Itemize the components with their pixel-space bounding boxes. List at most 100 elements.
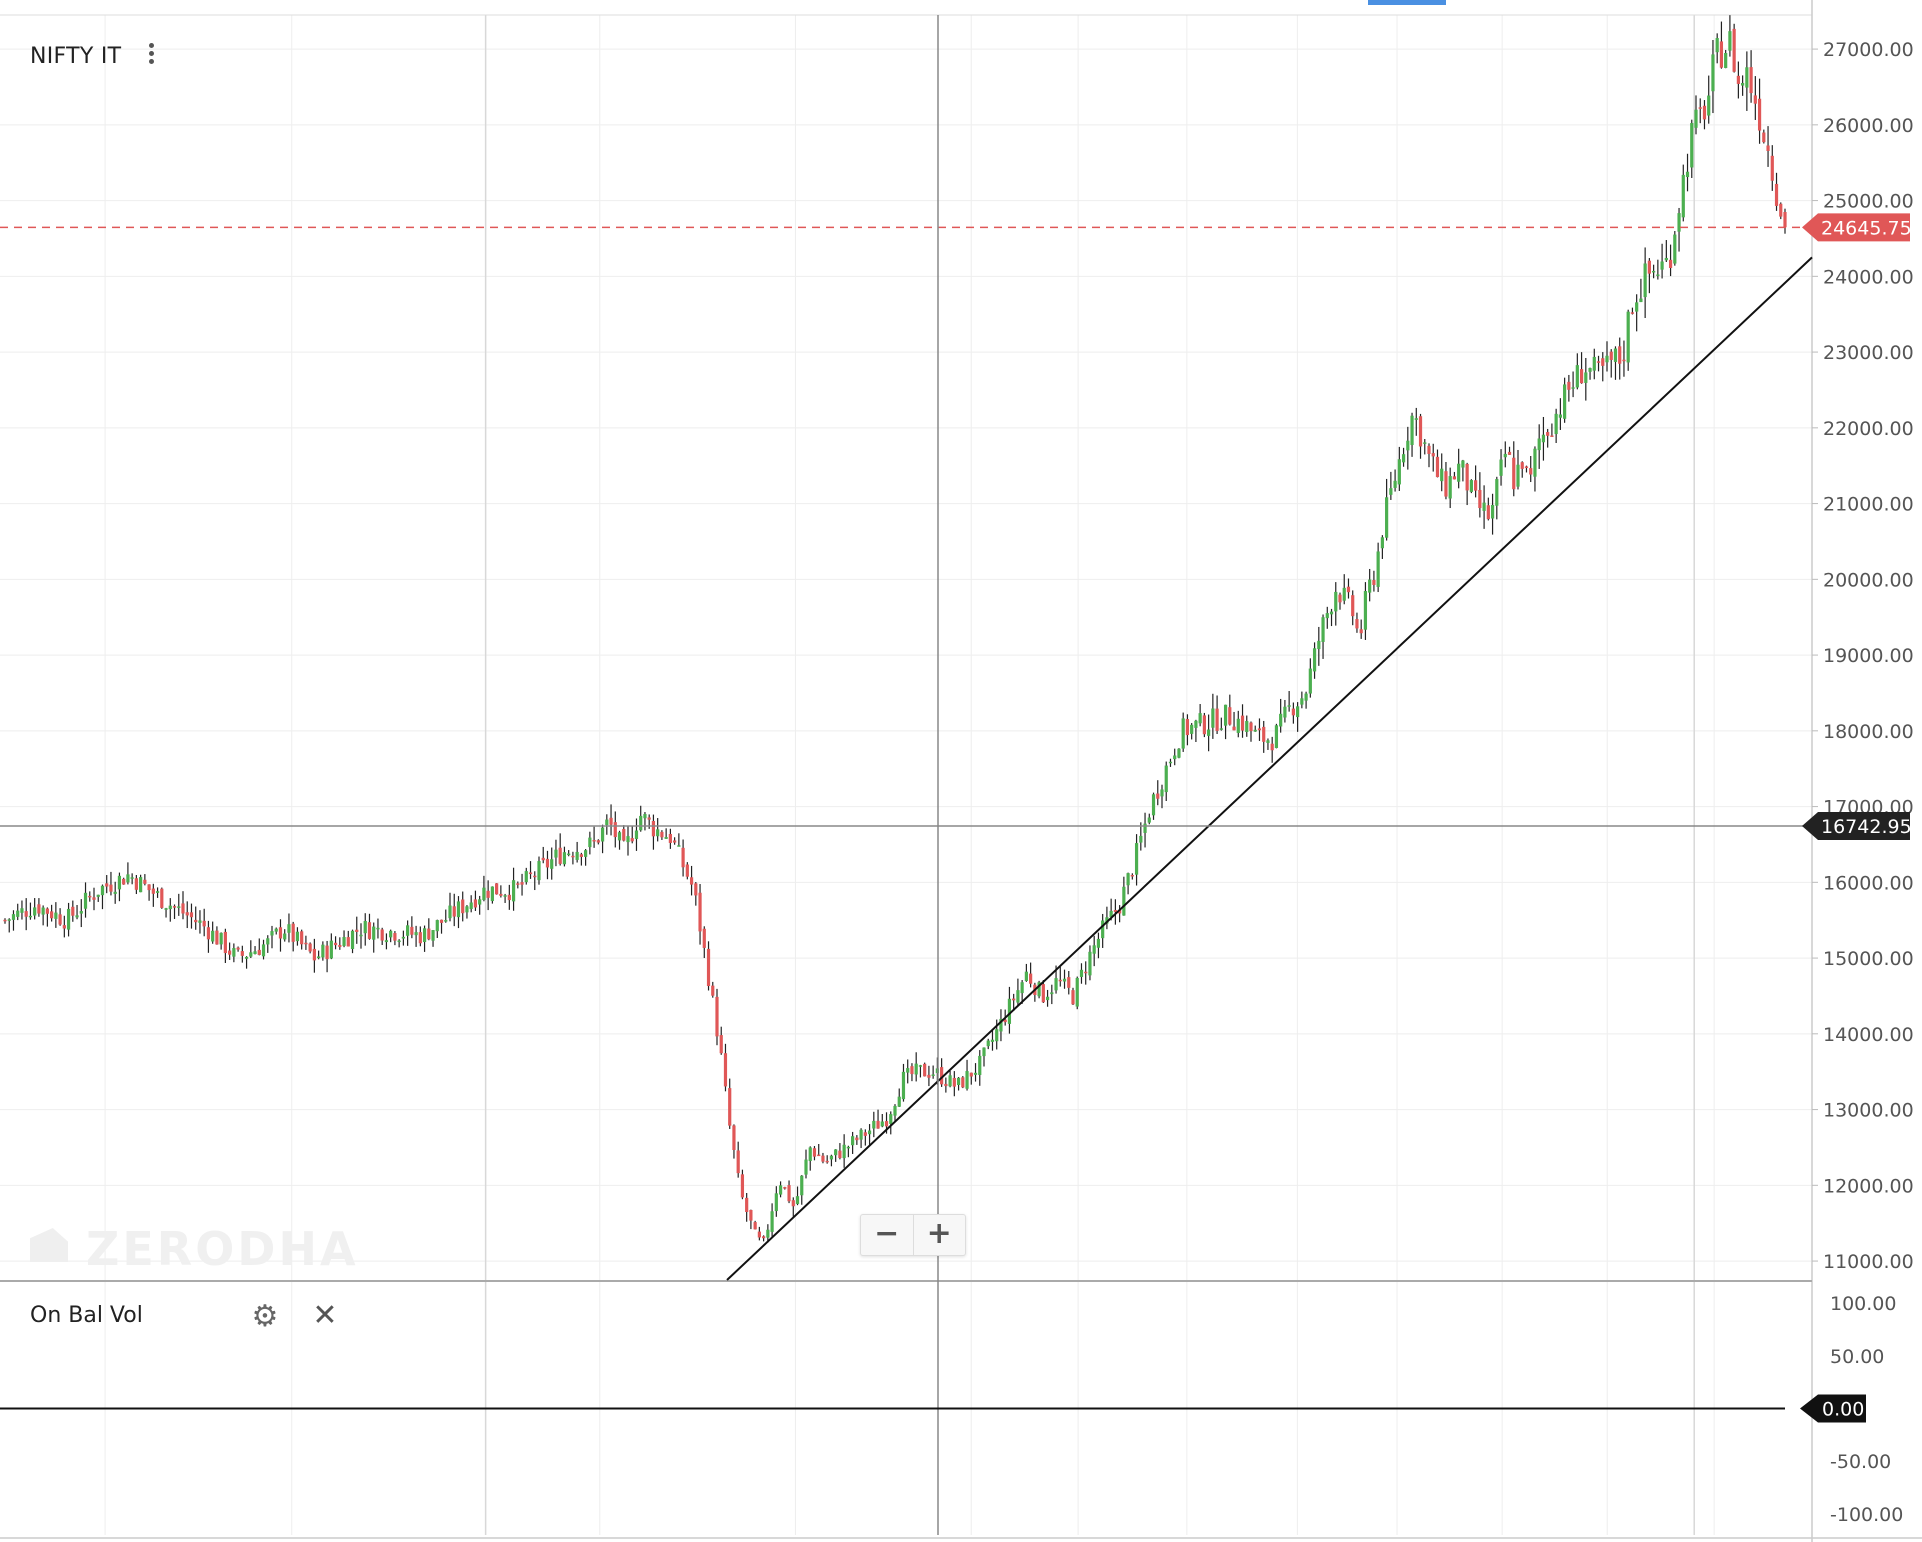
candle: [541, 846, 545, 864]
candle-body-down: [1113, 909, 1117, 912]
candle-body-up: [66, 908, 71, 930]
candle-body-down: [745, 1197, 749, 1213]
candle: [1130, 873, 1134, 880]
candle-body-down: [338, 944, 342, 947]
candle-body-down: [71, 906, 75, 916]
candle-body-up: [906, 1068, 910, 1073]
candle: [1622, 340, 1626, 377]
candle: [1537, 424, 1541, 469]
candle: [228, 942, 232, 960]
candle: [1668, 244, 1673, 277]
candle: [1711, 40, 1715, 114]
candle-body-up: [1101, 920, 1105, 939]
active-tab-indicator[interactable]: [1368, 0, 1446, 5]
candle: [651, 814, 656, 850]
candle-body-down: [1601, 358, 1605, 366]
candle: [660, 830, 664, 840]
candle: [1499, 449, 1503, 486]
candle: [1317, 626, 1321, 666]
candle: [1279, 698, 1283, 733]
vertical-dots-icon[interactable]: [144, 40, 158, 70]
candle-body-up: [851, 1136, 855, 1146]
candle: [257, 938, 261, 956]
candle: [223, 928, 227, 963]
candle-body-down: [1507, 451, 1512, 455]
candle-body-up: [1380, 537, 1384, 549]
candle: [575, 841, 579, 863]
candle: [410, 916, 414, 939]
candle-body-down: [927, 1074, 931, 1078]
candle-body-up: [1681, 174, 1685, 218]
candle: [1181, 712, 1185, 752]
candle-body-up: [1554, 413, 1558, 435]
candle: [1296, 702, 1300, 732]
indicator-tick-label: 50.00: [1830, 1346, 1884, 1368]
candle: [393, 931, 397, 946]
candle-body-up: [435, 920, 439, 932]
candle-body-up: [1406, 440, 1410, 451]
candle: [622, 825, 626, 842]
candle: [1397, 446, 1401, 491]
candle: [600, 824, 605, 854]
candle: [1236, 710, 1240, 738]
candle: [1342, 574, 1346, 605]
zoom-in-button[interactable]: +: [926, 1216, 952, 1251]
candle-body-up: [872, 1120, 876, 1129]
candle: [126, 862, 130, 885]
close-icon[interactable]: ✕: [312, 1299, 338, 1332]
candle-body-down: [1041, 984, 1045, 1003]
candle: [1118, 905, 1122, 923]
candle: [1766, 126, 1770, 167]
candle-body-down: [702, 928, 706, 948]
candle: [1168, 758, 1173, 767]
candle: [1469, 479, 1473, 494]
candle-body-up: [1469, 480, 1473, 492]
candle: [1033, 982, 1037, 1002]
indicator-tick-label: -100.00: [1830, 1504, 1903, 1526]
candle-body-up: [414, 932, 418, 936]
candle: [1724, 49, 1728, 69]
candle: [1215, 695, 1219, 734]
candle-body-up: [1253, 729, 1257, 732]
candle-body-up: [1236, 718, 1240, 733]
candle: [634, 818, 639, 851]
candle: [1490, 493, 1495, 535]
candle-body-up: [986, 1040, 990, 1047]
candle: [372, 922, 376, 953]
candle-body-down: [660, 831, 664, 838]
candle-body-down: [58, 914, 62, 925]
candle-body-down: [609, 817, 613, 825]
candle-body-down: [206, 927, 211, 940]
candle-body-up: [617, 832, 622, 841]
candle: [1779, 202, 1783, 220]
candle-body-down: [1444, 471, 1448, 497]
candle: [202, 908, 206, 937]
candle: [1541, 416, 1546, 461]
candle-body-down: [1596, 361, 1601, 363]
candle: [1363, 582, 1368, 640]
candle-body-down: [1702, 105, 1707, 120]
gear-icon[interactable]: ⚙: [251, 1300, 279, 1333]
candle: [681, 839, 685, 877]
candle: [418, 926, 422, 947]
candle: [261, 939, 266, 960]
zoom-out-button[interactable]: −: [861, 1215, 914, 1255]
candle: [338, 937, 342, 950]
candle-body-down: [367, 922, 372, 939]
candle: [1092, 935, 1096, 967]
candle-body-down: [1766, 145, 1770, 151]
candle: [829, 1154, 834, 1167]
candle-body-up: [537, 861, 541, 881]
candle-body-up: [155, 891, 160, 893]
candle: [1134, 834, 1139, 886]
price-tick-label: 26000.00: [1823, 115, 1914, 137]
candle-body-down: [923, 1063, 927, 1077]
candle-body-up: [1639, 298, 1643, 303]
candle-body-up: [1173, 755, 1177, 760]
candle-body-up: [978, 1055, 982, 1076]
candle-body-down: [452, 906, 456, 917]
candle: [846, 1145, 850, 1158]
candle: [1346, 578, 1351, 599]
candle: [363, 913, 367, 946]
